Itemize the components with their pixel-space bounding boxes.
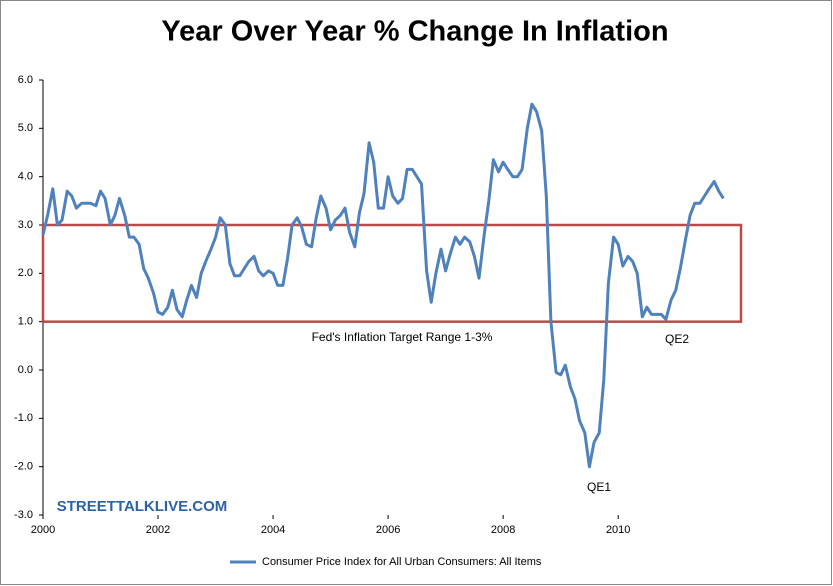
y-tick-label: -3.0 bbox=[14, 509, 33, 521]
y-tick-label: 2.0 bbox=[18, 267, 33, 279]
y-tick-label: 6.0 bbox=[18, 74, 33, 86]
chart-title: Year Over Year % Change In Inflation bbox=[161, 16, 668, 48]
y-tick-label: 0.0 bbox=[18, 364, 33, 376]
y-tick-label: 1.0 bbox=[18, 316, 33, 328]
y-tick-label: 5.0 bbox=[18, 122, 33, 134]
x-tick-label: 2004 bbox=[261, 524, 285, 536]
annotation: QE2 bbox=[665, 332, 689, 346]
series-line bbox=[41, 102, 725, 469]
legend-label: Consumer Price Index for All Urban Consu… bbox=[262, 556, 542, 568]
target-range bbox=[41, 223, 743, 323]
x-tick-label: 2002 bbox=[146, 524, 170, 536]
annotation: QE1 bbox=[587, 480, 611, 494]
y-tick-label: 4.0 bbox=[18, 171, 33, 183]
y-tick-label: -1.0 bbox=[14, 412, 33, 424]
y-tick-label: -2.0 bbox=[14, 461, 33, 473]
x-tick-label: 2008 bbox=[491, 524, 515, 536]
x-tick-label: 2000 bbox=[31, 524, 55, 536]
x-tick-label: 2006 bbox=[376, 524, 400, 536]
annotation: Fed's Inflation Target Range 1-3% bbox=[312, 330, 493, 344]
watermark: STREETTALKLIVE.COM bbox=[57, 498, 228, 515]
x-tick-label: 2010 bbox=[606, 524, 630, 536]
y-tick-label: 3.0 bbox=[18, 219, 33, 231]
